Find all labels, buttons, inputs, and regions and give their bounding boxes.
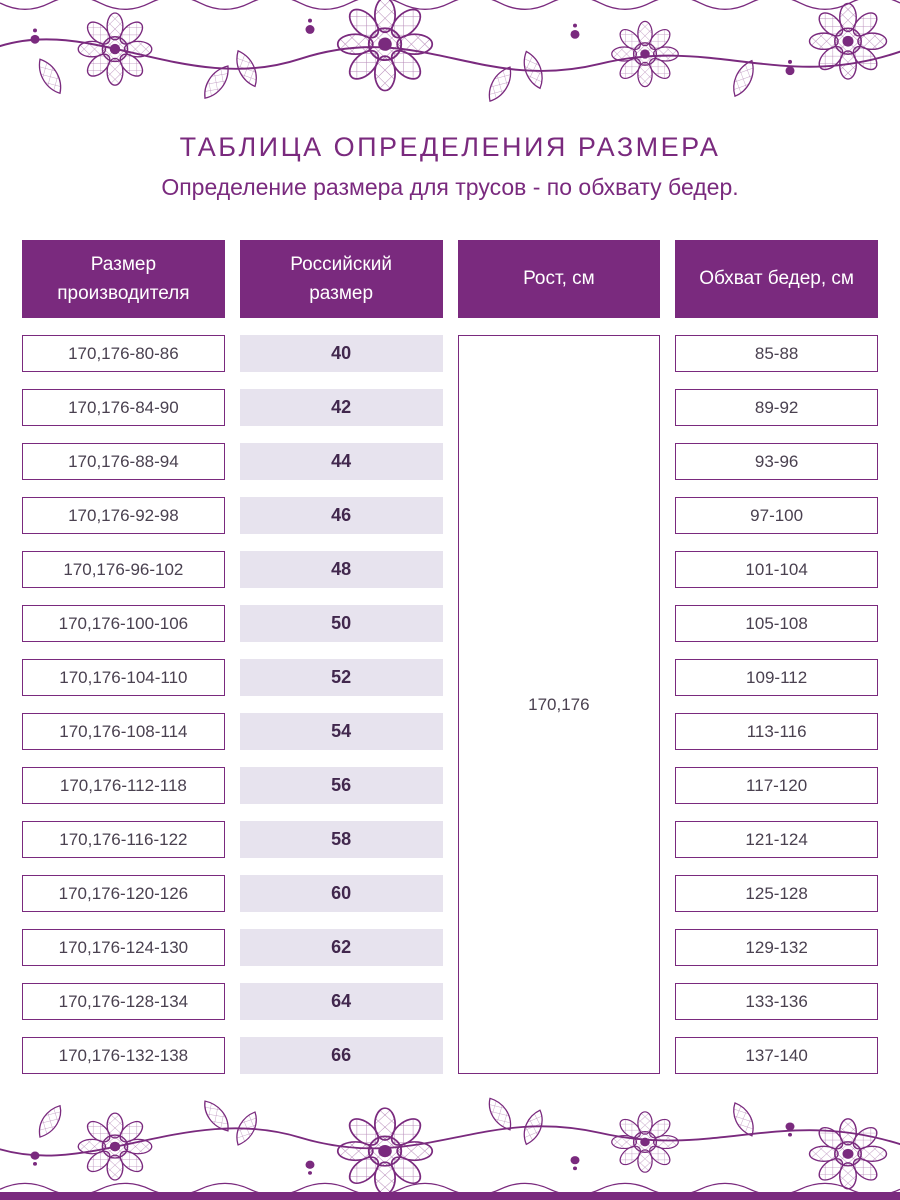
hips-header-line1: Обхват бедер, см xyxy=(699,268,854,290)
manufacturer-cell: 170,176-132-138 xyxy=(22,1037,225,1074)
page-subtitle: Определение размера для трусов - по обхв… xyxy=(161,174,739,200)
hips-cell: 101-104 xyxy=(675,551,878,588)
hips-cell: 97-100 xyxy=(675,497,878,534)
manufacturer-cell: 170,176-128-134 xyxy=(22,983,225,1020)
russian-size-header: Российский размер xyxy=(239,240,443,318)
manufacturer-cell: 170,176-120-126 xyxy=(22,875,225,912)
manufacturer-column: Размер производителя 170,176-80-86 170,17… xyxy=(22,240,225,1074)
bottom-accent-bar xyxy=(0,1192,900,1200)
manufacturer-header: Размер производителя xyxy=(22,240,225,318)
russian-size-header-line1: Российский xyxy=(290,253,392,275)
lace-ornament-top xyxy=(0,0,900,108)
hips-cell: 133-136 xyxy=(675,983,878,1020)
manufacturer-cell: 170,176-84-90 xyxy=(22,389,225,426)
manufacturer-header-line1: Размер xyxy=(90,253,157,275)
russian-size-header-line2: размер xyxy=(309,283,374,304)
russian-size-cell: 52 xyxy=(239,659,443,696)
russian-size-column: Российский размер 40 42 44 46 48 50 52 54 56 58 60… xyxy=(239,240,443,1074)
manufacturer-cell: 170,176-100-106 xyxy=(22,605,225,642)
hips-column: Обхват бедер, см 85-88 89-92 93-96 97-100 10… xyxy=(675,240,878,1074)
hips-cell: 129-132 xyxy=(675,929,878,966)
russian-size-cell: 54 xyxy=(239,713,443,750)
russian-size-cell: 66 xyxy=(239,1037,443,1074)
hips-cell: 121-124 xyxy=(675,821,878,858)
russian-size-cell: 50 xyxy=(239,605,443,642)
hips-cell: 113-116 xyxy=(675,713,878,750)
hips-cell: 117-120 xyxy=(675,767,878,804)
manufacturer-header-line2: производителя xyxy=(57,283,190,304)
russian-size-cell: 56 xyxy=(239,767,443,804)
manufacturer-cell: 170,176-116-122 xyxy=(22,821,225,858)
russian-size-cell: 46 xyxy=(239,497,443,534)
page-title: ТАБЛИЦА ОПРЕДЕЛЕНИЯ РАЗМЕРА xyxy=(179,132,721,162)
hips-header: Обхват бедер, см xyxy=(675,240,878,318)
manufacturer-cell: 170,176-108-114 xyxy=(22,713,225,750)
russian-size-cell: 40 xyxy=(239,335,443,372)
hips-cell: 89-92 xyxy=(675,389,878,426)
manufacturer-cell: 170,176-96-102 xyxy=(22,551,225,588)
manufacturer-cell: 170,176-92-98 xyxy=(22,497,225,534)
manufacturer-cell: 170,176-88-94 xyxy=(22,443,225,480)
russian-size-cell: 48 xyxy=(239,551,443,588)
hips-cell: 93-96 xyxy=(675,443,878,480)
russian-size-cell: 64 xyxy=(239,983,443,1020)
hips-cell: 125-128 xyxy=(675,875,878,912)
manufacturer-cell: 170,176-104-110 xyxy=(22,659,225,696)
hips-cell: 109-112 xyxy=(675,659,878,696)
hips-cell: 137-140 xyxy=(675,1037,878,1074)
russian-size-cell: 44 xyxy=(239,443,443,480)
size-table: Размер производителя 170,176-80-86 170,17… xyxy=(22,240,878,1074)
height-value-cell: 170,176 xyxy=(457,335,661,1074)
height-column: Рост, см 170,176 xyxy=(457,240,661,1074)
hips-cell: 85-88 xyxy=(675,335,878,372)
russian-size-cell: 58 xyxy=(239,821,443,858)
russian-size-cell: 62 xyxy=(239,929,443,966)
lace-ornament-bottom xyxy=(0,1092,900,1192)
hips-cell: 105-108 xyxy=(675,605,878,642)
manufacturer-cell: 170,176-112-118 xyxy=(22,767,225,804)
manufacturer-cell: 170,176-124-130 xyxy=(22,929,225,966)
manufacturer-cell: 170,176-80-86 xyxy=(22,335,225,372)
russian-size-cell: 42 xyxy=(239,389,443,426)
russian-size-cell: 60 xyxy=(239,875,443,912)
height-header: Рост, см xyxy=(457,240,661,318)
height-header-line1: Рост, см xyxy=(523,268,595,290)
